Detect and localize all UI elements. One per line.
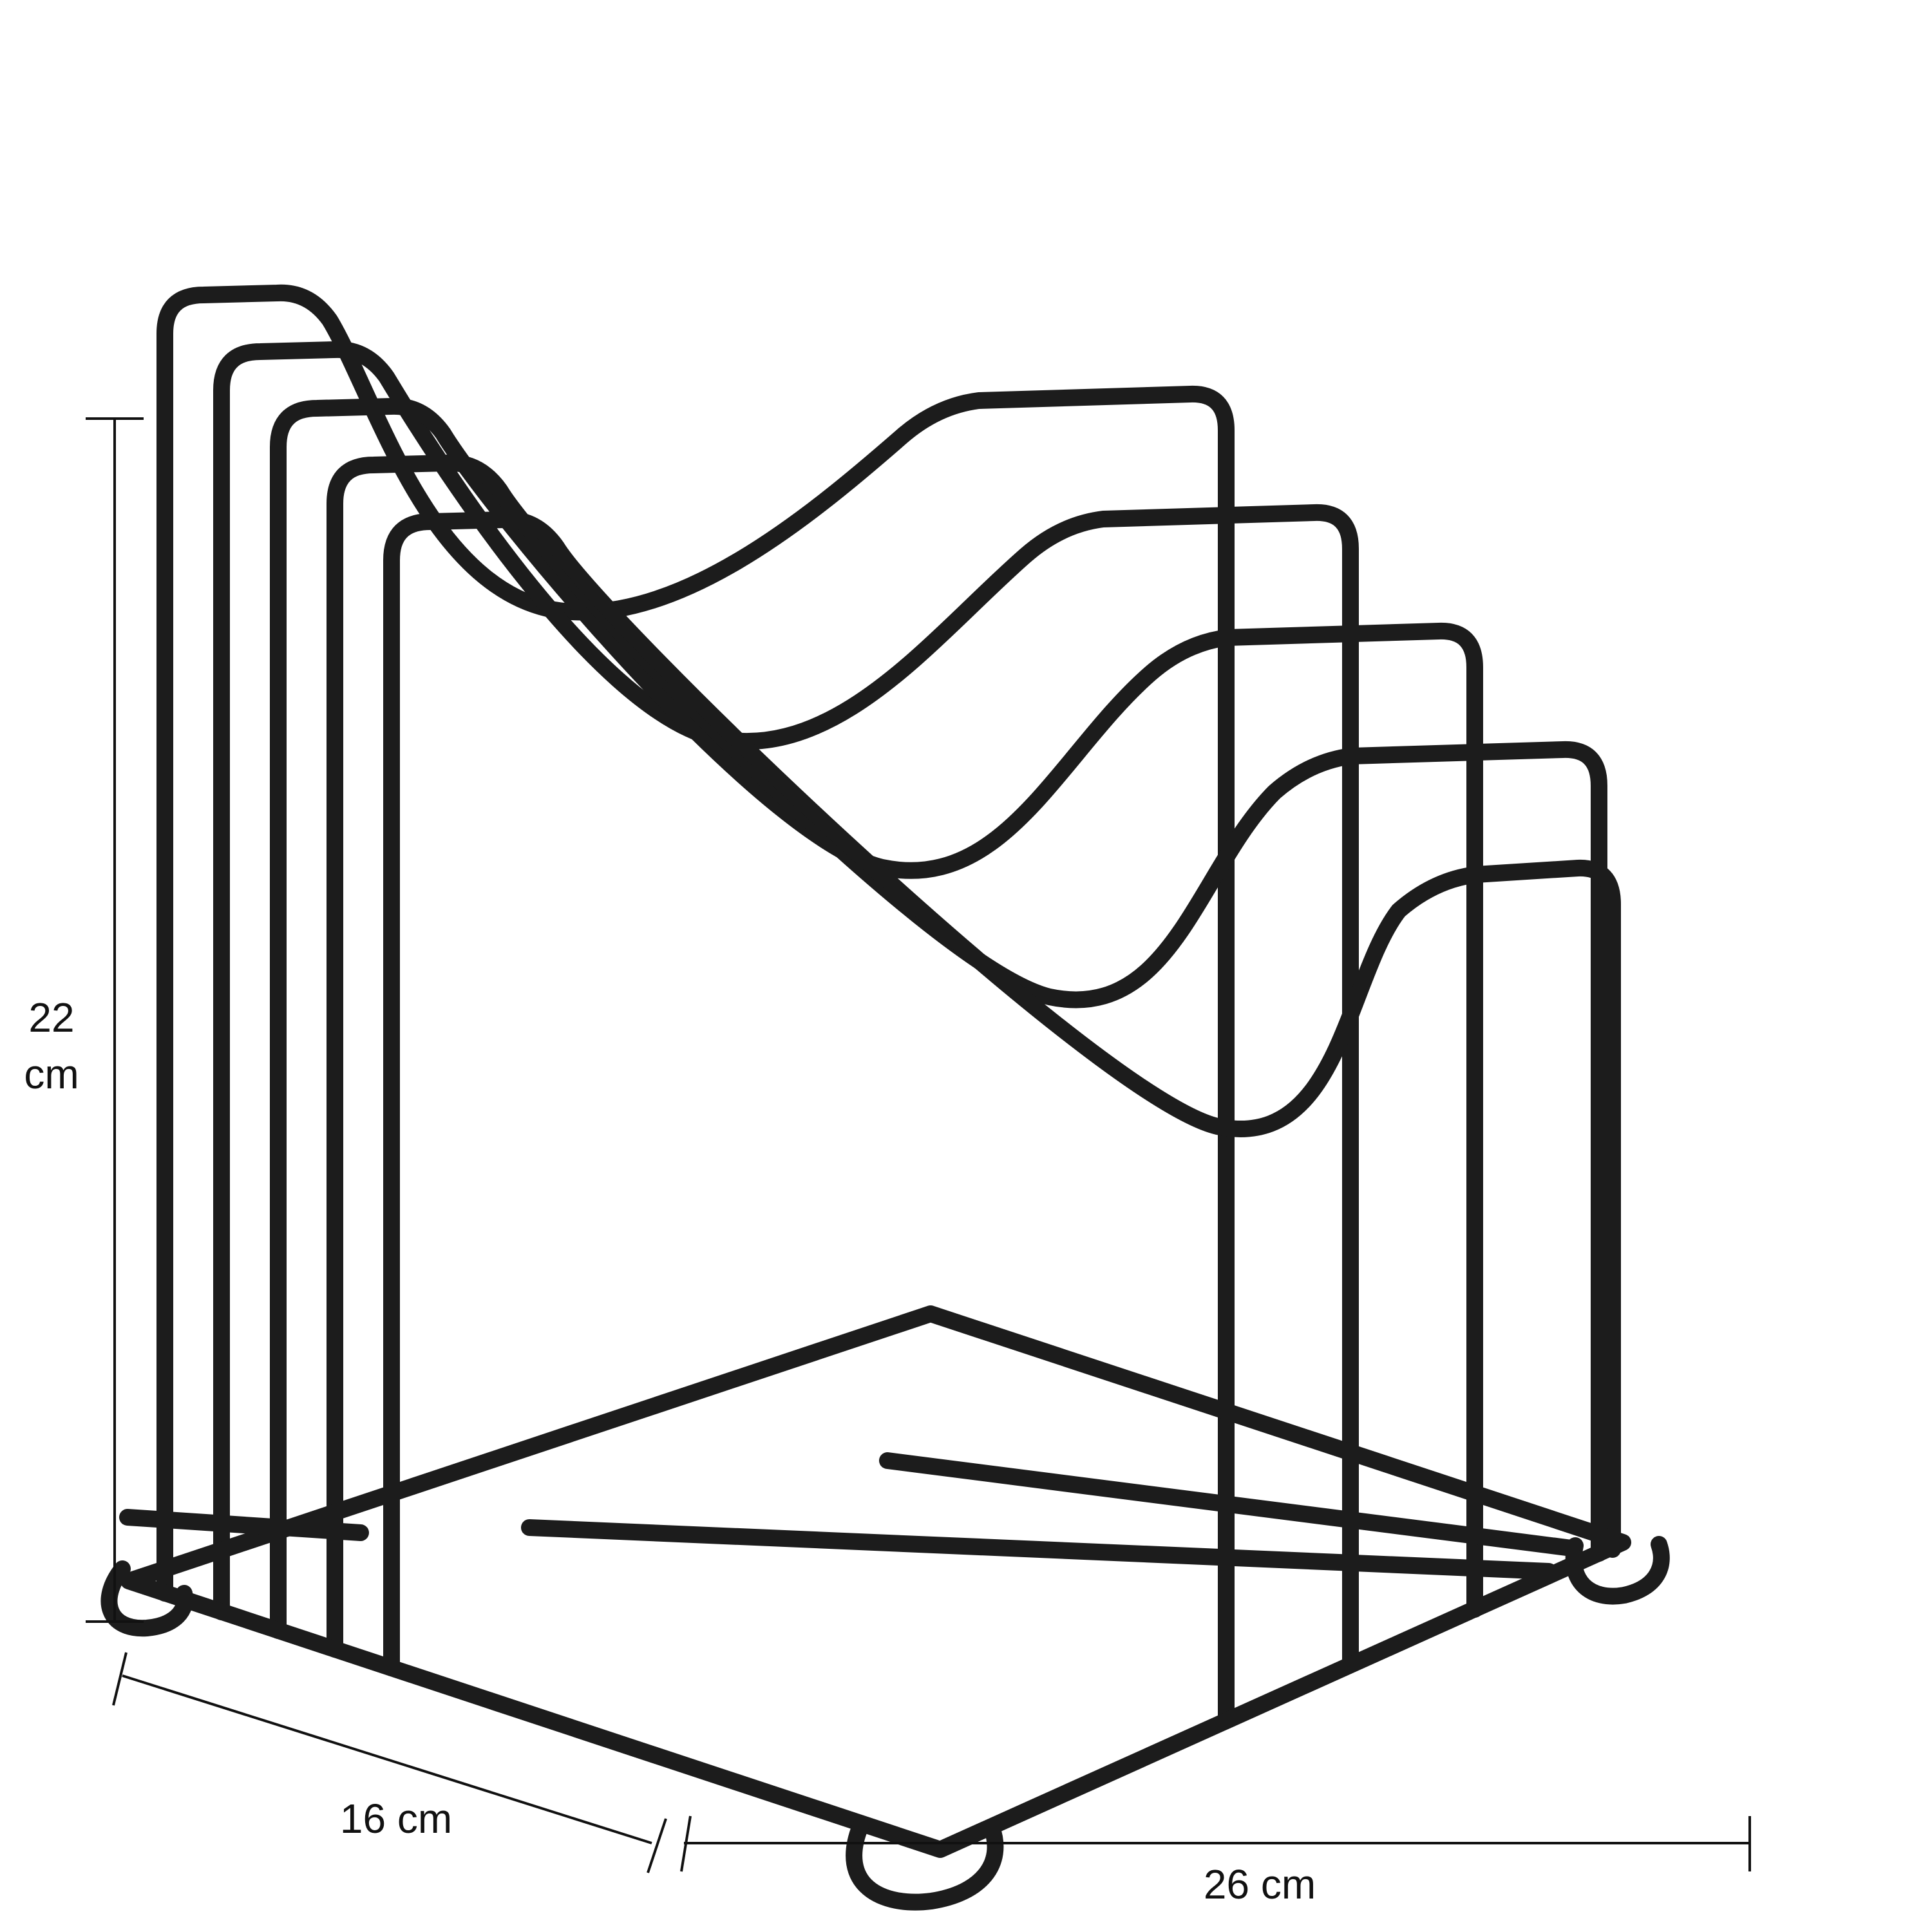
depth-label: 16 cm [340,1795,452,1842]
divider-hoop-3 [270,397,1483,1639]
depth-dim-tick-left [112,1652,128,1706]
width-label: 26 cm [1204,1861,1316,1908]
base-front-foot [846,1818,1004,1911]
dimension-lines [86,417,1751,1873]
base-cross-rail-lower [521,1519,1557,1580]
base-cross-rail-upper [879,1452,1580,1557]
height-label-value: 22 [28,994,74,1041]
height-label-unit: cm [24,1051,79,1097]
divider-hoop-5 [383,511,1621,1676]
depth-dim-line [122,1674,652,1844]
wire-rack [100,284,1670,1911]
base-left-foot [100,1560,193,1637]
base-frame-outline [120,1305,1631,1858]
base-left-guard-rail [119,1509,369,1541]
width-dim-tick-left [680,1815,692,1872]
base-right-foot [1565,1536,1670,1605]
depth-dim-tick-right [647,1818,667,1873]
